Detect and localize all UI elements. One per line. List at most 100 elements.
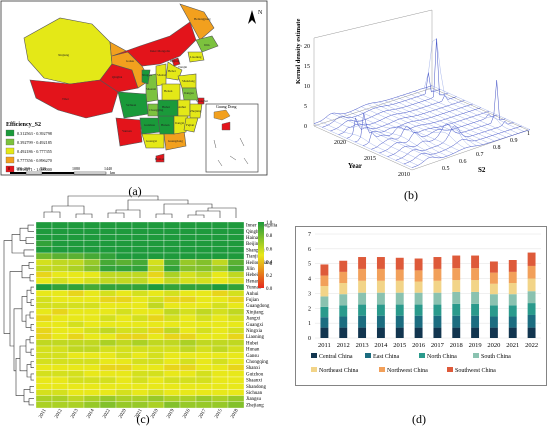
bar-segment bbox=[358, 292, 367, 305]
heatmap-cell bbox=[35, 277, 53, 285]
panel-b-3d-density: 0 5 10 15 20 2010 2015 2020 0.5 0.6 0.7 0.8 0.9 1 K… bbox=[282, 0, 550, 200]
heatmap-cell bbox=[115, 228, 133, 235]
heatmap-cell bbox=[211, 308, 229, 316]
heatmap-cell bbox=[99, 364, 117, 371]
bar-segment bbox=[433, 268, 442, 281]
dendrogram-branch bbox=[107, 212, 125, 218]
bar-segment bbox=[452, 268, 461, 281]
heatmap-cell bbox=[35, 321, 53, 328]
heatmap-cell bbox=[147, 277, 165, 285]
heatmap-cell bbox=[67, 352, 85, 359]
heatmap-cell bbox=[147, 252, 165, 260]
heatmap-cell bbox=[83, 277, 101, 285]
heatmap-row-label: Liaoning bbox=[246, 335, 265, 340]
heatmap-cell bbox=[131, 352, 149, 359]
province-label: Jiangxi bbox=[175, 121, 184, 125]
density-curve bbox=[322, 72, 441, 128]
bar-segment bbox=[376, 268, 385, 281]
caption-a: (a) bbox=[128, 184, 142, 198]
heatmap-cell bbox=[227, 395, 245, 402]
province-label: Hainan bbox=[155, 157, 165, 161]
heatmap-cell bbox=[227, 302, 245, 309]
map-figure: Xinjiang Tibet Qinghai Gansu Inner Mongolia H… bbox=[0, 0, 268, 176]
heatmap-cell bbox=[147, 376, 165, 384]
province-label: Yunnan bbox=[122, 129, 132, 133]
heatmap-cell bbox=[67, 240, 85, 247]
legend-label: South China bbox=[481, 354, 511, 360]
heatmap-cell bbox=[99, 271, 117, 278]
heatmap-cell bbox=[211, 259, 229, 266]
heatmap-cell bbox=[67, 395, 85, 402]
density-curve bbox=[387, 80, 506, 157]
bar-segment bbox=[508, 316, 517, 328]
heatmap-col-label: 2010 bbox=[150, 408, 160, 420]
bar-segment bbox=[414, 292, 423, 305]
heatmap-cell bbox=[35, 271, 53, 278]
heatmap-cell bbox=[195, 370, 213, 378]
heatmap-cell bbox=[195, 246, 213, 254]
heatmap-cell bbox=[131, 271, 149, 278]
heatmap-cell bbox=[35, 252, 53, 260]
heatmap-cell bbox=[51, 358, 69, 365]
heatmap-cell bbox=[147, 352, 165, 359]
x-tick: 2011 bbox=[318, 342, 331, 349]
y-tick: 6 bbox=[308, 247, 311, 253]
heatmap-col-label: 2019 bbox=[166, 408, 176, 420]
legend-swatch bbox=[5, 147, 15, 155]
heatmap-cell bbox=[131, 401, 149, 409]
heatmap-cell bbox=[195, 308, 213, 316]
dendrogram-branch bbox=[30, 299, 34, 306]
x-tick: 2013 bbox=[356, 342, 369, 349]
heatmap-cell bbox=[131, 265, 149, 272]
legend-label: 0.392799 - 0.492185 bbox=[17, 140, 52, 145]
z-tick: 15 bbox=[304, 64, 310, 70]
heatmap-cell bbox=[147, 296, 165, 303]
heatmap-cell bbox=[35, 228, 53, 235]
legend-label: Northeast China bbox=[319, 368, 358, 374]
s2-tick: 0.9 bbox=[510, 138, 518, 144]
bar-segment bbox=[452, 280, 461, 292]
bar-segment bbox=[414, 315, 423, 328]
dendrogram-branch bbox=[11, 234, 24, 254]
heatmap-row-label: Hebei bbox=[246, 273, 259, 278]
heatmap-cell bbox=[51, 389, 69, 396]
heatmap-cell bbox=[51, 271, 69, 278]
heatmap-cell bbox=[163, 401, 181, 409]
heatmap-cell bbox=[163, 252, 181, 260]
heatmap-cell bbox=[227, 221, 245, 229]
legend-swatch bbox=[365, 353, 371, 358]
heatmap-cell bbox=[147, 389, 165, 396]
heatmap-cell bbox=[83, 321, 101, 328]
heatmap-cell bbox=[163, 376, 181, 384]
heatmap-cell bbox=[227, 314, 245, 322]
heatmap-cell bbox=[115, 246, 133, 254]
heatmap-cell bbox=[115, 240, 133, 247]
bar-segment bbox=[395, 257, 404, 270]
heatmap-cell bbox=[67, 234, 85, 241]
density-year-ticks: 2010 2015 2020 bbox=[334, 140, 410, 178]
heatmap-cell bbox=[131, 240, 149, 247]
dendrogram-branch bbox=[29, 274, 34, 282]
heatmap-row-label: Hainan bbox=[246, 236, 261, 241]
heatmap-cell bbox=[211, 321, 229, 328]
heatmap-cell bbox=[115, 234, 133, 241]
density-s2-label: S2 bbox=[478, 166, 486, 174]
heatmap-cell bbox=[227, 234, 245, 241]
north-label: N bbox=[258, 10, 263, 16]
bar-segment bbox=[527, 303, 536, 315]
legend-swatch bbox=[311, 353, 317, 358]
heatmap-cell bbox=[51, 345, 69, 353]
dendrogram-branch bbox=[30, 286, 34, 294]
heatmap-cell bbox=[115, 221, 133, 229]
heatmap-cell bbox=[115, 352, 133, 359]
legend-swatch bbox=[473, 353, 479, 358]
bar-segment bbox=[376, 257, 385, 269]
heatmap-cell bbox=[51, 246, 69, 254]
dendrogram-branch bbox=[25, 237, 34, 244]
bar-segment bbox=[376, 327, 385, 338]
heatmap-cell bbox=[83, 333, 101, 340]
y-tick: 4 bbox=[308, 277, 311, 283]
heatmap-cell bbox=[83, 259, 101, 266]
